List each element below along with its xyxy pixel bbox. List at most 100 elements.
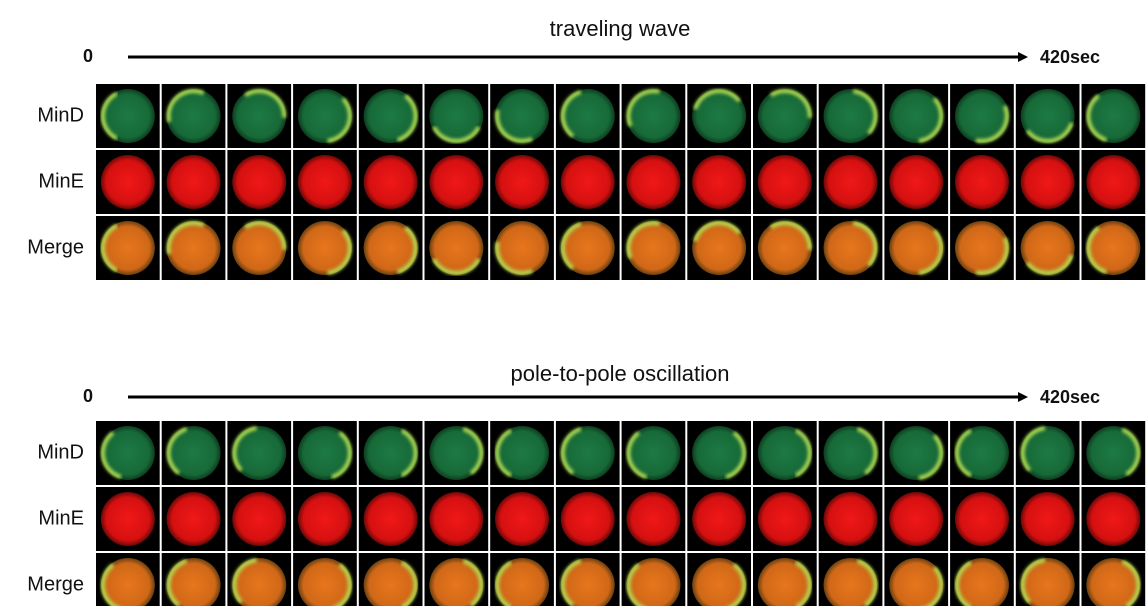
frame xyxy=(687,84,751,148)
frame xyxy=(1016,487,1080,551)
droplet xyxy=(1086,155,1140,209)
frame xyxy=(359,150,423,214)
droplet xyxy=(1021,492,1075,546)
frame xyxy=(359,487,423,551)
row-label: Merge xyxy=(27,573,84,595)
droplet xyxy=(298,492,352,546)
droplet xyxy=(429,492,483,546)
frame xyxy=(556,487,620,551)
frame xyxy=(556,150,620,214)
panel-title: traveling wave xyxy=(550,16,691,41)
frame xyxy=(227,216,291,280)
frame xyxy=(950,421,1014,485)
frame xyxy=(753,150,817,214)
frame xyxy=(162,487,226,551)
frame xyxy=(687,553,751,606)
frame xyxy=(687,216,751,280)
time-start: 0 xyxy=(83,386,93,406)
frame xyxy=(622,150,686,214)
frame xyxy=(687,421,751,485)
droplet xyxy=(561,155,615,209)
frame xyxy=(687,150,751,214)
frame xyxy=(556,216,620,280)
figure: traveling wave0420secMinDMinEMergepole-t… xyxy=(0,0,1147,606)
time-end: 420sec xyxy=(1040,387,1100,407)
frame xyxy=(359,421,423,485)
frame xyxy=(1082,150,1146,214)
frame xyxy=(819,487,883,551)
frame xyxy=(753,84,817,148)
frame xyxy=(359,216,423,280)
frame xyxy=(950,216,1014,280)
frame xyxy=(490,553,554,606)
frame xyxy=(884,487,948,551)
frame xyxy=(1082,84,1146,148)
time-start: 0 xyxy=(83,46,93,66)
droplet xyxy=(955,155,1009,209)
frame xyxy=(490,150,554,214)
frame xyxy=(227,150,291,214)
droplet xyxy=(495,492,549,546)
frame xyxy=(884,421,948,485)
frame xyxy=(96,150,160,214)
frame xyxy=(950,553,1014,606)
droplet xyxy=(955,492,1009,546)
droplet xyxy=(429,155,483,209)
row-label: MinE xyxy=(38,507,84,529)
time-end: 420sec xyxy=(1040,47,1100,67)
frame xyxy=(1016,216,1080,280)
droplet xyxy=(824,155,878,209)
frame xyxy=(1016,553,1080,606)
frame xyxy=(753,487,817,551)
frame xyxy=(490,421,554,485)
droplet xyxy=(1086,492,1140,546)
droplet xyxy=(167,155,221,209)
frame xyxy=(1082,421,1146,485)
frame xyxy=(425,421,489,485)
frame xyxy=(556,553,620,606)
frame xyxy=(96,487,160,551)
droplet xyxy=(692,155,746,209)
frame xyxy=(1016,421,1080,485)
frame xyxy=(1016,150,1080,214)
frame xyxy=(490,84,554,148)
frame xyxy=(1082,216,1146,280)
droplet xyxy=(364,492,418,546)
frame xyxy=(753,421,817,485)
frame xyxy=(753,216,817,280)
frame xyxy=(359,84,423,148)
frame xyxy=(96,421,160,485)
frame xyxy=(753,553,817,606)
frame xyxy=(293,84,357,148)
droplet xyxy=(232,492,286,546)
frame xyxy=(622,487,686,551)
frame xyxy=(950,150,1014,214)
frame xyxy=(162,553,226,606)
frame xyxy=(227,487,291,551)
frame xyxy=(96,216,160,280)
frame xyxy=(819,553,883,606)
frame xyxy=(162,421,226,485)
frame xyxy=(950,84,1014,148)
frame xyxy=(490,216,554,280)
row-label: MinD xyxy=(37,441,84,463)
droplet xyxy=(101,492,155,546)
row-label: MinE xyxy=(38,170,84,192)
frame xyxy=(293,216,357,280)
frame xyxy=(96,553,160,606)
droplet xyxy=(232,155,286,209)
droplet xyxy=(101,155,155,209)
frame xyxy=(425,150,489,214)
frame xyxy=(1082,553,1146,606)
droplet xyxy=(626,492,680,546)
frame xyxy=(490,487,554,551)
frame xyxy=(622,216,686,280)
frame xyxy=(96,84,160,148)
droplet xyxy=(298,155,352,209)
row-label: Merge xyxy=(27,236,84,258)
frame xyxy=(556,421,620,485)
frame xyxy=(1016,84,1080,148)
droplet xyxy=(1021,155,1075,209)
frame xyxy=(425,84,489,148)
droplet xyxy=(167,492,221,546)
